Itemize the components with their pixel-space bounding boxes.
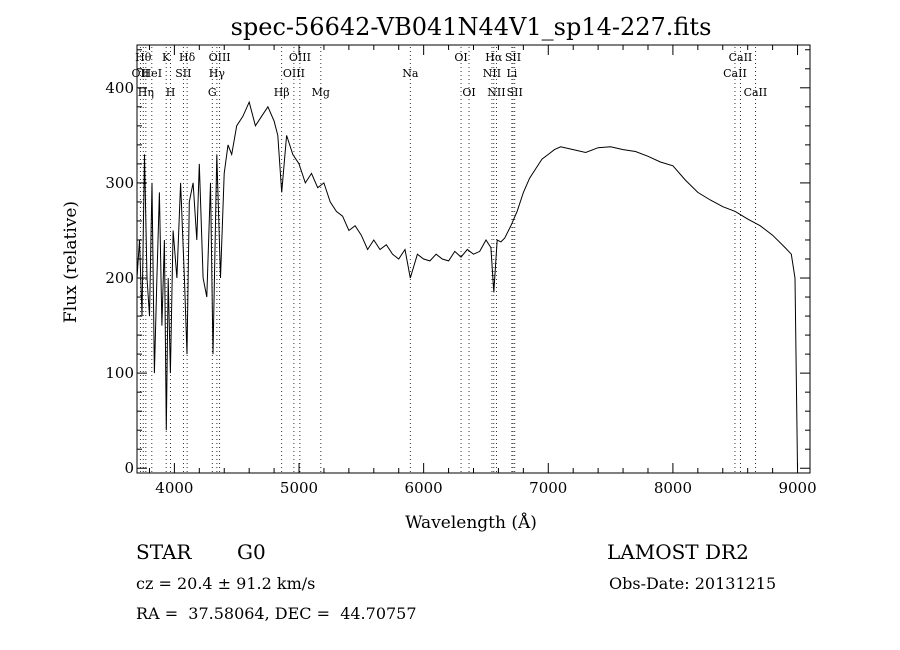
line-label-18: Hα: [485, 51, 503, 64]
survey-name: LAMOST DR2: [607, 540, 749, 564]
x-tick-label-4000: 4000: [155, 479, 193, 497]
line-label-19: NII: [483, 67, 501, 80]
x-tick-label-6000: 6000: [405, 479, 443, 497]
line-label-25: CaII: [729, 51, 753, 64]
line-label-21: SII: [505, 51, 521, 64]
object-subclass: G0: [237, 540, 266, 564]
x-tick-label-5000: 5000: [280, 479, 318, 497]
line-label-4: K: [162, 51, 171, 64]
line-label-1: Hθ: [135, 51, 152, 64]
y-tick-label-100: 100: [105, 364, 134, 382]
line-label-23: SII: [507, 86, 523, 99]
line-label-8: OIII: [209, 51, 231, 64]
object-class: STAR: [136, 540, 192, 564]
chart-title: spec-56642-VB041N44V1_sp14-227.fits: [231, 13, 712, 41]
axis-ticks: 4000 5000 6000 7000 8000 9000 0 100 200 300 400: [105, 45, 817, 497]
line-label-24: CaII: [723, 67, 747, 80]
line-label-0: OII: [132, 67, 150, 80]
redshift-value: cz = 20.4 ± 91.2 km/s: [136, 574, 316, 593]
flux-series-line: [136, 100, 798, 469]
line-label-20: NII: [487, 86, 505, 99]
x-tick-label-7000: 7000: [529, 479, 567, 497]
line-label-12: OIII: [289, 51, 311, 64]
line-label-22: Li: [506, 67, 517, 80]
coordinates: RA = 37.58064, DEC = 44.70757: [136, 604, 417, 623]
line-label-13: OIII: [283, 67, 305, 80]
line-label-10: G: [208, 86, 217, 99]
line-label-5: H: [166, 86, 176, 99]
y-axis-label: Flux (relative): [61, 201, 81, 323]
line-label-16: OI: [454, 51, 467, 64]
x-axis-label: Wavelength (Å): [405, 512, 537, 533]
observation-date: Obs-Date: 20131215: [609, 574, 777, 593]
line-label-7: Hδ: [179, 51, 196, 64]
line-label-14: Mg: [312, 86, 330, 99]
y-tick-label-200: 200: [105, 269, 134, 287]
y-tick-label-0: 0: [124, 459, 134, 477]
line-label-6: SII: [175, 67, 191, 80]
x-tick-label-9000: 9000: [778, 479, 816, 497]
line-label-17: OI: [462, 86, 475, 99]
line-label-2: Hη: [138, 86, 154, 99]
spectral-line-markers: [139, 47, 756, 473]
line-label-3: HeI: [142, 67, 162, 80]
line-label-11: Hβ: [274, 86, 290, 99]
y-tick-label-300: 300: [105, 174, 134, 192]
y-tick-label-400: 400: [105, 79, 134, 97]
line-label-26: CaII: [744, 86, 768, 99]
line-label-9: Hγ: [209, 67, 226, 80]
line-label-15: Na: [402, 67, 419, 80]
plot-frame: [136, 44, 811, 474]
x-tick-label-8000: 8000: [654, 479, 692, 497]
